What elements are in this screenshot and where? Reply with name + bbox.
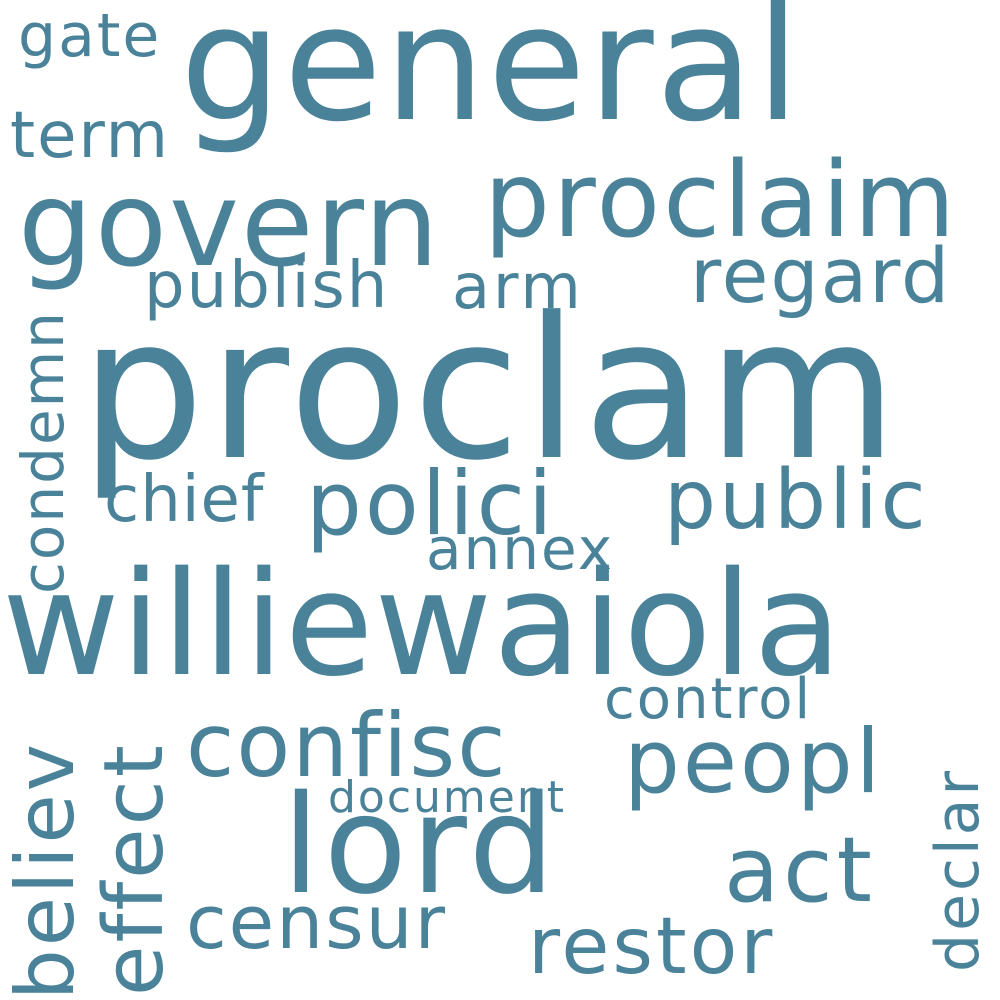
word-proclaim: proclaim bbox=[484, 139, 959, 261]
word-gate: gate bbox=[18, 1, 162, 71]
word-regard: regard bbox=[690, 231, 952, 320]
word-believ: believ bbox=[0, 740, 92, 1000]
word-control: control bbox=[604, 667, 813, 732]
word-public: public bbox=[664, 453, 929, 548]
word-act: act bbox=[724, 818, 876, 923]
word-censur: censur bbox=[186, 880, 447, 966]
word-proclam: proclam bbox=[80, 276, 902, 504]
word-chief: chief bbox=[104, 463, 265, 537]
word-peopl: peopl bbox=[624, 710, 884, 813]
word-general: general bbox=[180, 0, 803, 157]
word-confisc: confisc bbox=[186, 694, 508, 797]
word-arm: arm bbox=[452, 250, 584, 323]
word-annex: annex bbox=[426, 515, 615, 583]
word-effect: effect bbox=[87, 742, 182, 996]
word-govern: govern bbox=[18, 155, 441, 293]
word-lord: lord bbox=[282, 767, 559, 925]
word-declar: declar bbox=[923, 767, 993, 972]
word-publish: publish bbox=[144, 249, 390, 323]
word-williewaiola: williewaiola bbox=[2, 540, 843, 708]
word-term: term bbox=[10, 99, 170, 173]
word-document: document bbox=[328, 772, 566, 823]
word-polici: polici bbox=[306, 452, 556, 555]
word-restor: restor bbox=[528, 902, 776, 992]
